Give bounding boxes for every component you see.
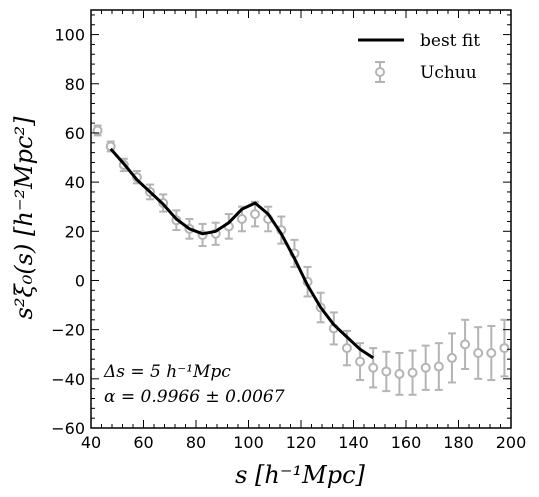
annotation-bin-width: Δs = 5 h⁻¹Mpc — [103, 362, 231, 382]
x-tick-label: 180 — [443, 433, 474, 452]
uchuu-point — [486, 324, 497, 382]
legend-label-uchuu: Uchuu — [420, 63, 477, 83]
best-fit-line — [109, 147, 375, 360]
x-axis-label: s [h⁻¹Mpc] — [235, 461, 365, 489]
y-tick-label: −60 — [51, 419, 85, 438]
data-marker — [446, 352, 457, 363]
x-tick-label: 120 — [286, 433, 317, 452]
uchuu-point — [394, 352, 405, 396]
y-tick-label: 100 — [54, 26, 85, 45]
uchuu-point — [250, 200, 261, 228]
best-fit-series — [109, 147, 375, 360]
uchuu-point — [446, 332, 457, 384]
data-marker — [394, 368, 405, 379]
uchuu-series — [92, 124, 510, 396]
uchuu-point — [473, 326, 484, 380]
annotation-alpha: α = 0.9966 ± 0.0067 — [104, 387, 285, 407]
data-marker — [236, 214, 247, 224]
y-tick-label: −20 — [51, 321, 85, 340]
data-marker — [420, 362, 431, 373]
uchuu-point — [420, 344, 431, 391]
data-marker — [368, 362, 379, 373]
x-tick-label: 200 — [496, 433, 527, 452]
tick-labels: 40 60 80 100 120 140 160 180 200 −60 −40 −20 0 20 40 60… — [51, 26, 526, 452]
uchuu-point — [381, 350, 392, 393]
data-marker — [407, 367, 418, 378]
y-tick-label: 40 — [65, 173, 85, 192]
y-axis-label: s²ξ₀(s) [h⁻²Mpc²] — [10, 116, 38, 320]
x-tick-label: 60 — [133, 433, 153, 452]
uchuu-point — [407, 349, 418, 396]
x-tick-label: 140 — [338, 433, 369, 452]
uchuu-point — [499, 318, 510, 378]
uchuu-point — [210, 221, 221, 246]
uchuu-point — [433, 342, 444, 391]
legend: best fit Uchuu — [358, 31, 480, 83]
data-marker — [473, 348, 484, 359]
uchuu-point — [368, 347, 379, 389]
y-tick-label: −40 — [51, 370, 85, 389]
data-marker — [250, 209, 261, 220]
data-marker — [381, 366, 392, 377]
y-tick-label: 20 — [65, 222, 85, 241]
legend-label-best-fit: best fit — [420, 31, 480, 51]
tick-marks — [90, 10, 512, 429]
x-tick-label: 40 — [81, 433, 101, 452]
data-marker — [433, 361, 444, 372]
data-marker — [460, 339, 471, 350]
y-tick-label: 80 — [65, 75, 85, 94]
data-marker — [486, 348, 497, 359]
data-marker — [341, 343, 352, 354]
y-tick-label: 0 — [75, 271, 85, 290]
x-tick-label: 100 — [233, 433, 264, 452]
data-marker — [499, 343, 510, 354]
uchuu-point — [92, 124, 103, 137]
y-tick-label: 60 — [65, 124, 85, 143]
x-tick-label: 80 — [186, 433, 206, 452]
legend-marker-uchuu — [375, 61, 385, 83]
uchuu-point — [460, 318, 471, 370]
data-marker — [355, 356, 366, 367]
x-tick-label: 160 — [391, 433, 422, 452]
uchuu-point — [341, 329, 352, 367]
